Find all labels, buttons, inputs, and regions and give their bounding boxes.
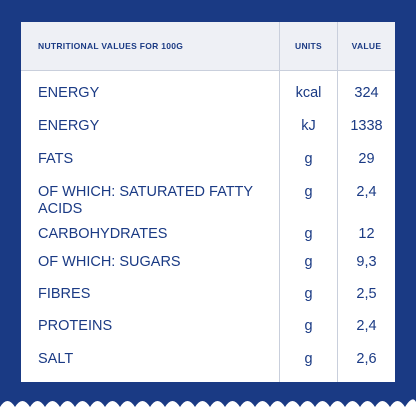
row-label: OF WHICH: SATURATED FATTY ACIDS	[38, 184, 253, 217]
row-value: 12	[358, 226, 375, 242]
row-label: ENERGY	[38, 118, 100, 134]
row-units: kcal	[295, 85, 322, 101]
row-label: ENERGY	[38, 85, 100, 101]
column-divider	[279, 22, 280, 382]
nutrition-table: NUTRITIONAL VALUES FOR 100G UNITS VALUE …	[21, 22, 395, 382]
row-value: 2,6	[356, 351, 377, 367]
row-units: g	[304, 184, 313, 200]
row-units: g	[304, 318, 313, 334]
row-units: kJ	[301, 118, 316, 134]
row-value: 9,3	[356, 254, 377, 270]
table-header	[21, 22, 395, 71]
row-value: 324	[354, 85, 379, 101]
scalloped-edge	[0, 399, 416, 416]
row-value: 2,5	[356, 286, 377, 302]
row-value: 2,4	[356, 318, 377, 334]
row-units: g	[304, 351, 313, 367]
row-units: g	[304, 151, 313, 167]
header-units: UNITS	[295, 41, 322, 51]
row-units: g	[304, 254, 313, 270]
column-divider	[337, 22, 338, 382]
row-units: g	[304, 226, 313, 242]
row-label: OF WHICH: SUGARS	[38, 254, 181, 270]
row-label: CARBOHYDRATES	[38, 226, 168, 242]
row-value: 2,4	[356, 184, 377, 200]
row-units: g	[304, 286, 313, 302]
row-label: FIBRES	[38, 286, 91, 302]
row-value: 29	[358, 151, 375, 167]
header-nutrient: NUTRITIONAL VALUES FOR 100G	[38, 41, 184, 51]
row-label: FATS	[38, 151, 74, 167]
header-value: VALUE	[351, 41, 382, 51]
row-value: 1338	[350, 118, 383, 134]
row-label: PROTEINS	[38, 318, 113, 334]
row-label: SALT	[38, 351, 74, 367]
